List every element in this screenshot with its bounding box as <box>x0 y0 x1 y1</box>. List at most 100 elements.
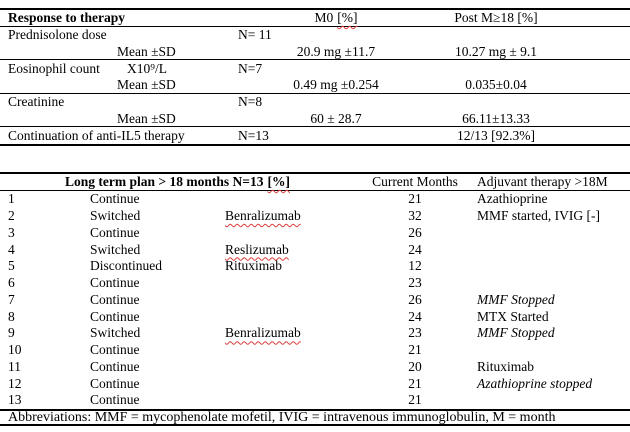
plan-status: Switched <box>90 208 141 224</box>
current-months: 21 <box>408 375 422 391</box>
post-value: 12/13 [92.3%] <box>457 127 535 143</box>
n-count: N=8 <box>238 94 263 110</box>
current-months: 12 <box>408 258 422 274</box>
plan-row: 12 Continue 21 Azathioprine stopped <box>0 375 630 392</box>
plan-status: Continue <box>90 224 140 240</box>
long-term-plan-table: Long term plan > 18 months N=13 [%] Curre… <box>0 172 630 411</box>
patient-number: 10 <box>8 342 22 358</box>
adjuvant-therapy: MMF started, IVIG [-] <box>477 208 600 224</box>
adjuvant-therapy: Rituximab <box>477 358 534 374</box>
plan-row: 6 Continue 23 <box>0 275 630 292</box>
m0-value: 0.49 mg ±0.254 <box>293 77 379 92</box>
current-months: 32 <box>408 208 422 224</box>
table-row-creatinine-mean: Mean ±SD 60 ± 28.7 66.11±13.33 <box>0 111 630 128</box>
patient-number: 1 <box>8 191 15 207</box>
plan-status: Continue <box>90 392 140 408</box>
adjuvant-therapy: Azathioprine stopped <box>477 375 593 391</box>
months-column-header: Current Months <box>372 174 458 189</box>
table-row-eosinophil-mean: Mean ±SD 0.49 mg ±0.254 0.035±0.04 <box>0 77 630 94</box>
patient-number: 2 <box>8 208 15 224</box>
table-header-row: Response to therapy M0 [%] Post M≥18 [%] <box>0 10 630 27</box>
n-count: N=7 <box>238 60 263 76</box>
adjuvant-therapy: MMF Stopped <box>477 325 555 341</box>
current-months: 21 <box>408 191 422 207</box>
plan-status: Continue <box>90 375 140 391</box>
table-row-creatinine: Creatinine N=8 <box>0 94 630 111</box>
table-row-prednisolone-mean: Mean ±SD 20.9 mg ±11.7 10.27 mg ± 9.1 <box>0 44 630 61</box>
plan-row: 2 Switched Benralizumab 32 MMF started, … <box>0 208 630 225</box>
abbreviations-note: Abbreviations: MMF = mycophenolate mofet… <box>0 410 630 426</box>
post-column-header: Post M≥18 [%] <box>454 10 538 25</box>
patient-number: 12 <box>8 375 22 391</box>
response-table-title: Response to therapy <box>8 10 125 25</box>
plan-header-row: Long term plan > 18 months N=13 [%] Curre… <box>0 174 630 191</box>
post-value: 66.11±13.33 <box>462 110 530 126</box>
plan-row: 5 Discontinued Rituximab 12 <box>0 258 630 275</box>
patient-number: 5 <box>8 258 15 274</box>
plan-status: Continue <box>90 358 140 374</box>
plan-row: 3 Continue 26 <box>0 225 630 242</box>
adjuvant-therapy: MMF Stopped <box>477 291 555 307</box>
plan-status: Discontinued <box>90 258 162 274</box>
m0-value: 60 ± 28.7 <box>310 110 362 126</box>
m0-label: M0 <box>314 10 334 25</box>
table-row-prednisolone: Prednisolone dose N= 11 <box>0 27 630 44</box>
stat-label: Mean ±SD <box>117 110 176 126</box>
adjuvant-therapy: Azathioprine <box>477 191 548 207</box>
stat-label: Mean ±SD <box>117 77 176 92</box>
patient-number: 13 <box>8 392 22 408</box>
row-label: Creatinine <box>8 94 65 110</box>
plan-status: Continue <box>90 291 140 307</box>
plan-row: 13 Continue 21 <box>0 392 630 409</box>
switched-drug: Benralizumab <box>225 325 301 341</box>
unit-label: X10⁹/L <box>127 60 167 76</box>
plan-row: 1 Continue 21 Azathioprine <box>0 191 630 208</box>
plan-row: 11 Continue 20 Rituximab <box>0 359 630 376</box>
plan-row: 7 Continue 26 MMF Stopped <box>0 292 630 309</box>
row-label: Continuation of anti-IL5 therapy <box>8 127 185 143</box>
plan-status: Continue <box>90 191 140 207</box>
plan-row: 10 Continue 21 <box>0 342 630 359</box>
patient-number: 6 <box>8 275 15 291</box>
current-months: 24 <box>408 308 422 324</box>
plan-header-label: Long term plan > 18 months N=13 <box>65 174 264 189</box>
plan-status: Continue <box>90 342 140 358</box>
adjuvant-column-header: Adjuvant therapy >18M <box>477 174 608 189</box>
m0-column-header: M0 [%] <box>290 10 382 26</box>
n-count: N= 11 <box>238 27 272 43</box>
plan-column-header: Long term plan > 18 months N=13 [%] <box>0 174 355 190</box>
n-count: N=13 <box>238 127 269 143</box>
plan-row: 8 Continue 24 MTX Started <box>0 308 630 325</box>
current-months: 20 <box>408 358 422 374</box>
current-months: 24 <box>408 241 422 257</box>
plan-row: 9 Switched Benralizumab 23 MMF Stopped <box>0 325 630 342</box>
plan-row: 4 Switched Reslizumab 24 <box>0 241 630 258</box>
patient-number: 4 <box>8 241 15 257</box>
misspelled-percent-label: [%] <box>267 174 290 189</box>
misspelled-percent-label: [%] <box>337 10 358 25</box>
switched-drug: Rituximab <box>225 258 282 274</box>
table-row-eosinophil: Eosinophil count X10⁹/L N=7 <box>0 60 630 77</box>
table-row-continuation: Continuation of anti-IL5 therapy N=13 12… <box>0 127 630 144</box>
stat-label: Mean ±SD <box>117 43 176 59</box>
patient-number: 3 <box>8 224 15 240</box>
current-months: 23 <box>408 325 422 341</box>
response-table: Response to therapy M0 [%] Post M≥18 [%] … <box>0 8 630 146</box>
current-months: 21 <box>408 392 422 408</box>
patient-number: 8 <box>8 308 15 324</box>
patient-number: 7 <box>8 291 15 307</box>
switched-drug: Benralizumab <box>225 208 301 224</box>
row-label: Prednisolone dose <box>8 27 107 43</box>
row-label: Eosinophil count <box>8 60 100 76</box>
plan-status: Continue <box>90 308 140 324</box>
current-months: 26 <box>408 291 422 307</box>
patient-number: 9 <box>8 325 15 341</box>
current-months: 23 <box>408 275 422 291</box>
m0-value: 20.9 mg ±11.7 <box>296 43 376 59</box>
switched-drug: Reslizumab <box>225 241 289 257</box>
plan-status: Switched <box>90 325 141 341</box>
current-months: 21 <box>408 342 422 358</box>
current-months: 26 <box>408 224 422 240</box>
plan-status: Switched <box>90 241 141 257</box>
